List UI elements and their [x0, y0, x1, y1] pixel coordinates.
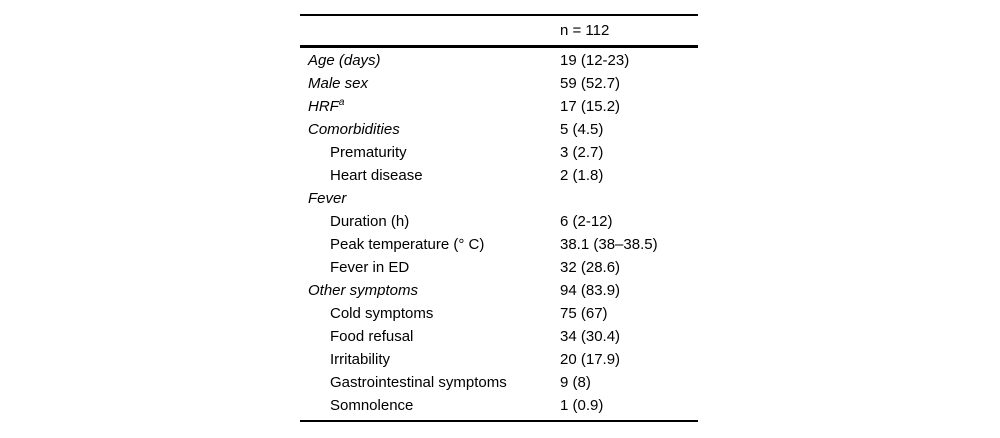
row-value: 38.1 (38–38.5) — [560, 236, 658, 253]
table-header-rule — [300, 45, 698, 48]
row-label: Duration (h) — [330, 213, 410, 230]
row-value: 17 (15.2) — [560, 98, 621, 115]
row-value: 59 (52.7) — [560, 75, 621, 92]
row-label: Irritability — [330, 351, 391, 368]
table-row: Age (days) 19 (12-23) — [300, 49, 698, 72]
table-row: HRFa 17 (15.2) — [300, 95, 698, 118]
row-value: 6 (2-12) — [560, 213, 613, 230]
row-label: Heart disease — [330, 167, 423, 184]
row-label: Somnolence — [330, 397, 414, 414]
row-label: Age (days) — [308, 52, 381, 69]
table-bottom-rule — [300, 420, 698, 422]
table-row: Heart disease 2 (1.8) — [300, 164, 698, 187]
row-value: 34 (30.4) — [560, 328, 621, 345]
table-row: Fever in ED 32 (28.6) — [300, 256, 698, 279]
table-row: Fever — [300, 187, 698, 210]
table-row: Irritability 20 (17.9) — [300, 348, 698, 371]
row-value: 1 (0.9) — [560, 397, 604, 414]
row-value: 9 (8) — [560, 374, 591, 391]
table-row: Cold symptoms 75 (67) — [300, 302, 698, 325]
row-label: Other symptoms — [308, 282, 419, 299]
table-row: Prematurity 3 (2.7) — [300, 141, 698, 164]
row-value: 32 (28.6) — [560, 259, 621, 276]
row-label: Prematurity — [330, 144, 407, 161]
table-row: Gastrointestinal symptoms 9 (8) — [300, 371, 698, 394]
row-label: HRFa — [300, 95, 560, 118]
row-value: 20 (17.9) — [560, 351, 621, 368]
table-body: Age (days) 19 (12-23) Male sex 59 (52.7)… — [300, 48, 698, 420]
table-row: Somnolence 1 (0.9) — [300, 394, 698, 417]
table-top-rule — [300, 14, 698, 16]
header-spacer-cell — [300, 16, 560, 46]
footnote-marker: a — [338, 97, 345, 108]
row-value: 19 (12-23) — [560, 52, 630, 69]
clinical-characteristics-table: n = 112 Age (days) 19 (12-23) Male sex 5… — [300, 14, 698, 422]
row-label: Comorbidities — [308, 121, 400, 138]
row-label: Cold symptoms — [330, 305, 434, 322]
row-label: Food refusal — [330, 328, 414, 345]
row-label: Male sex — [308, 75, 369, 92]
row-label: Peak temperature (° C) — [330, 236, 485, 253]
row-value: 2 (1.8) — [560, 167, 604, 184]
row-label: Fever in ED — [330, 259, 410, 276]
row-value — [560, 187, 698, 210]
table-header-row: n = 112 — [300, 16, 698, 46]
row-label-text: HRF — [308, 98, 339, 115]
table-row: Other symptoms 94 (83.9) — [300, 279, 698, 302]
row-value: 3 (2.7) — [560, 144, 604, 161]
row-value: 5 (4.5) — [560, 121, 604, 138]
table-row: Male sex 59 (52.7) — [300, 72, 698, 95]
table-row: Peak temperature (° C) 38.1 (38–38.5) — [300, 233, 698, 256]
row-value: 75 (67) — [560, 305, 608, 322]
table-row: Food refusal 34 (30.4) — [300, 325, 698, 348]
row-label: Gastrointestinal symptoms — [330, 374, 507, 391]
table-row: Duration (h) 6 (2-12) — [300, 210, 698, 233]
row-value: 94 (83.9) — [560, 282, 621, 299]
table-row: Comorbidities 5 (4.5) — [300, 118, 698, 141]
header-n-label: n = 112 — [560, 21, 610, 39]
row-label: Fever — [308, 190, 347, 207]
